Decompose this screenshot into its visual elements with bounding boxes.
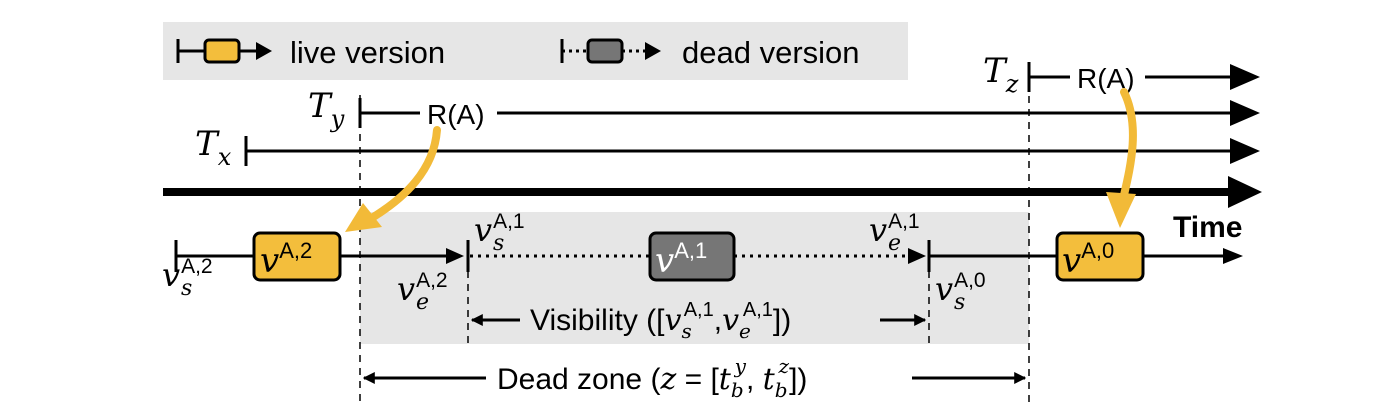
tz-timeline (1027, 62, 1260, 92)
legend-live-label: live version (290, 35, 445, 70)
legend: live version dead version (163, 22, 908, 80)
legend-dead-icon (560, 38, 661, 64)
legend-dead-label: dead version (682, 35, 860, 70)
ty-read-arrow (345, 126, 441, 232)
tz-label: Tz (983, 51, 1019, 98)
ty-read-label: R(A) (427, 99, 485, 130)
time-axis (163, 176, 1262, 208)
legend-live-icon (176, 38, 272, 64)
version-box-A0: vA,0 (1055, 231, 1145, 282)
dead-zone-label: Dead zone (z = [tby, tbz]) (497, 354, 807, 402)
ty-timeline (358, 98, 1260, 128)
svg-text:vA,1: vA,1 (655, 238, 707, 281)
version-box-A2: vA,2 (252, 231, 342, 282)
time-label: Time (1173, 211, 1242, 244)
version-box-A1: vA,1 (648, 231, 736, 282)
tz-read-arrow (1106, 88, 1137, 228)
svg-text:vA,0: vA,0 (1062, 238, 1114, 281)
vs-A2-label: vA,2 s (162, 255, 213, 301)
legend-background (163, 22, 908, 80)
visibility-label: Visibility ([vsA,1,veA,1]) (530, 299, 791, 343)
tx-label: Tx (195, 124, 232, 171)
version-lifeline (174, 240, 1243, 272)
svg-text:vA,2: vA,2 (260, 238, 312, 281)
tx-timeline (244, 136, 1260, 166)
vs-A1-label: vA,1 s (474, 210, 525, 256)
ve-A1-label: vA,1 e (869, 210, 920, 256)
vs-A0-label: vA,0 s (935, 269, 986, 315)
ty-label: Ty (308, 86, 345, 133)
ve-A2-label: vA,2 e (397, 269, 448, 315)
